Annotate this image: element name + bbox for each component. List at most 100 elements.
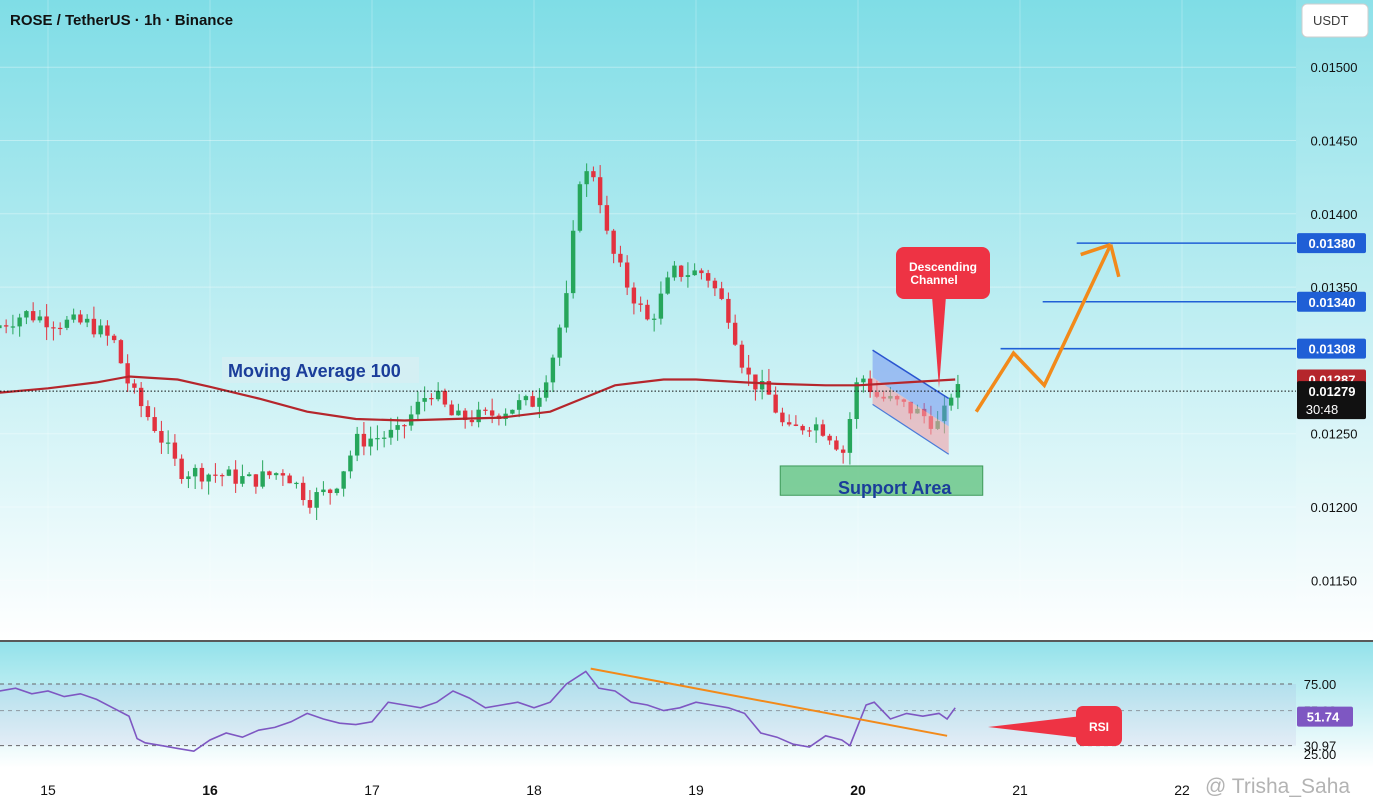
- price-tick-label: 0.01450: [1311, 134, 1358, 149]
- candle-body: [159, 431, 164, 443]
- candle-body: [800, 425, 805, 431]
- rsi-callout-pointer: [988, 716, 1082, 738]
- candle-body: [273, 473, 279, 476]
- projection-arrowhead: [1080, 242, 1112, 257]
- candle-body: [469, 420, 475, 423]
- time-tick-label: 17: [364, 782, 380, 798]
- candle-body: [449, 404, 454, 416]
- price-axis[interactable]: 0.01500 0.01450 0.01400 0.01350 0.01250 0.012…: [1296, 0, 1373, 640]
- rsi-tick-label: 25.00: [1304, 747, 1337, 762]
- candle-body: [557, 327, 562, 358]
- candle-body: [321, 489, 326, 493]
- candle-body: [280, 473, 286, 476]
- candle-body: [658, 293, 664, 319]
- candle-body: [604, 205, 610, 231]
- candle-body: [44, 316, 49, 328]
- callout-box: [896, 247, 990, 299]
- candle-body: [422, 398, 427, 402]
- candle-body: [395, 425, 400, 430]
- candle-body: [71, 314, 76, 320]
- candle-body: [827, 435, 832, 441]
- candle-body: [476, 409, 481, 423]
- currency-button[interactable]: USDT: [1301, 3, 1369, 38]
- candle-body: [584, 171, 589, 185]
- candle-body: [665, 277, 670, 294]
- level-price-label-bg: [1297, 338, 1366, 359]
- candle-body: [543, 382, 549, 398]
- rsi-current-label-bg: [1297, 706, 1353, 727]
- candle-body: [516, 400, 522, 410]
- candle-body: [192, 467, 198, 477]
- projection-arrowhead: [1109, 244, 1121, 278]
- candle-body: [10, 326, 16, 328]
- candle-body: [125, 363, 130, 384]
- price-tick-label: 0.01250: [1311, 427, 1358, 442]
- candle-body: [732, 322, 738, 345]
- candle-body: [645, 304, 650, 320]
- candle-body: [260, 471, 265, 487]
- candle-body: [638, 303, 643, 305]
- candle-body: [219, 475, 225, 477]
- candle-body: [37, 316, 43, 321]
- candle-body: [611, 230, 616, 254]
- candle-body: [699, 270, 704, 274]
- candle-body: [483, 409, 488, 411]
- candle-body: [537, 397, 542, 407]
- time-tick-label: 20: [850, 782, 866, 798]
- moving-average-label-bg: [222, 357, 419, 383]
- candle-body: [375, 438, 380, 440]
- chart-header: ROSE / TetherUS · 1h · Binance: [10, 12, 233, 29]
- symbol-title: ROSE / TetherUS: [10, 12, 131, 29]
- candle-body: [442, 390, 448, 405]
- candle-body: [435, 390, 441, 400]
- level-price-label: 0.01308: [1309, 342, 1356, 357]
- candle-body: [368, 438, 373, 447]
- candle-body: [287, 475, 292, 484]
- level-price-label-bg: [1297, 291, 1366, 312]
- channel-upper-line: [872, 349, 950, 400]
- watermark: @ Trisha_Saha: [1205, 775, 1350, 798]
- time-tick-label: 15: [40, 782, 56, 798]
- candle-body: [267, 471, 272, 476]
- candle-body: [624, 262, 630, 288]
- candle-body: [226, 469, 232, 476]
- candle-body: [64, 319, 70, 328]
- projection-path: [974, 243, 1113, 413]
- moving-average-line: [0, 375, 956, 422]
- candle-body: [807, 430, 812, 432]
- currency-button-label[interactable]: USDT: [1313, 13, 1348, 28]
- candle-body: [213, 474, 218, 476]
- candle-body: [253, 474, 259, 487]
- candle-body: [523, 396, 529, 401]
- time-tick-label: 18: [526, 782, 542, 798]
- candle-body: [746, 367, 751, 375]
- support-area-box: [779, 465, 984, 496]
- candle-body: [111, 335, 117, 341]
- candle-body: [685, 275, 691, 277]
- candle-body: [861, 378, 866, 383]
- interval: 1h: [144, 12, 162, 29]
- time-axis[interactable]: 15 16 17 18 19 20 21 22: [40, 782, 1190, 798]
- candle-body: [145, 406, 151, 418]
- candle-body: [530, 396, 535, 407]
- callout-text-line2: Channel: [910, 273, 957, 287]
- candle-body: [57, 327, 63, 330]
- candle-body: [705, 273, 711, 281]
- candle-body: [91, 318, 97, 335]
- price-pane-background: [0, 0, 1373, 640]
- candle-body: [739, 344, 745, 368]
- rsi-tick-label: 75.00: [1304, 677, 1337, 692]
- candle-body: [786, 422, 792, 425]
- candle-body: [591, 171, 596, 178]
- candle-body: [233, 469, 238, 484]
- candle-body: [105, 325, 110, 336]
- candle-body: [118, 340, 124, 364]
- rsi-current-label: 51.74: [1307, 710, 1340, 725]
- candle-body: [361, 433, 367, 447]
- candle-body: [550, 357, 556, 383]
- time-axis-background: [0, 768, 1373, 807]
- price-grid: [0, 0, 1296, 640]
- last-price-label: 0.01279: [1309, 384, 1356, 399]
